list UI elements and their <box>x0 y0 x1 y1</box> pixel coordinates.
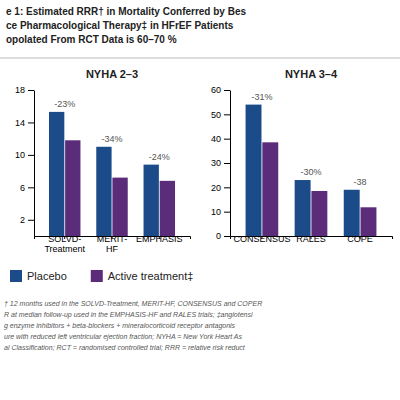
tick: RALES <box>296 234 326 244</box>
title: ce Pharmacological Therapy‡ in HFrEF Pat… <box>6 20 234 31</box>
tick-label: 50 <box>211 110 221 120</box>
tick-label: 2 <box>20 215 25 225</box>
tick: EMPHASIS <box>136 234 183 244</box>
title: e 1: Estimated RRR† in Mortality Conferr… <box>6 6 246 17</box>
tick: 14 <box>15 118 34 128</box>
legend-item: Placebo <box>10 270 67 282</box>
tick-label: 18 <box>15 85 25 95</box>
tick: 2 <box>20 215 34 225</box>
tick-mark <box>224 163 230 164</box>
y-axis: 0 10 20 30 40 50 60 <box>211 85 231 241</box>
tick-label: MERIT-HF <box>97 234 128 254</box>
tick-mark <box>224 236 230 237</box>
tick-label: COPE <box>347 234 373 244</box>
axis-line <box>230 91 231 237</box>
tick-label: 20 <box>211 183 221 193</box>
tick-label: 40 <box>211 134 221 144</box>
tick-mark <box>28 155 34 156</box>
bars <box>246 105 377 236</box>
tick: COPE <box>347 234 373 244</box>
tick: 6 <box>20 183 34 193</box>
bar <box>295 180 311 236</box>
tick: 60 <box>211 85 230 95</box>
legend-label: Placebo <box>27 270 67 282</box>
tick: 30 <box>211 158 230 168</box>
bar <box>160 181 175 236</box>
tick-mark <box>224 139 230 140</box>
tick-label: 6 <box>20 183 25 193</box>
tick: CONSENSUS <box>233 234 290 244</box>
tick: 10 <box>15 150 34 160</box>
tick-label: 30 <box>211 158 221 168</box>
tick: 20 <box>211 183 230 193</box>
bar <box>112 178 127 236</box>
panel: NYHA 2–3 -23% -34% -24% 2 6 10 14 18 SOLVD-Treatm… <box>15 68 191 254</box>
legend: Placebo Active treatment‡ <box>10 270 193 282</box>
tick-mark <box>28 90 34 91</box>
tick: 10 <box>211 207 230 217</box>
legend-swatch <box>91 270 103 282</box>
bar <box>65 140 80 236</box>
footnote: g enzyme inhibitors + beta-blockers + mi… <box>4 322 236 330</box>
tick-mark <box>224 187 230 188</box>
panel-title: NYHA 2–3 <box>86 68 138 80</box>
annotation: -34% <box>101 134 122 144</box>
separator <box>0 58 400 59</box>
tick-mark <box>224 114 230 115</box>
tick-label: EMPHASIS <box>136 234 183 244</box>
footnote: al Classification; RCT = randomised cont… <box>4 344 246 351</box>
tick-label: RALES <box>296 234 326 244</box>
annotation: -31% <box>251 92 272 102</box>
annotation: -38 <box>354 177 367 187</box>
tick: 18 <box>15 85 34 95</box>
tick: 0 <box>216 231 230 241</box>
tick-mark <box>28 122 34 123</box>
bars <box>49 112 175 236</box>
legend-swatch <box>10 270 22 282</box>
bar <box>96 147 111 236</box>
bar <box>344 190 360 236</box>
legend-item: Active treatment‡ <box>91 270 194 282</box>
tick-mark <box>224 90 230 91</box>
panel-title: NYHA 3–4 <box>285 68 338 80</box>
tick-label: 10 <box>15 150 25 160</box>
footnote: R at median follow-up used in the EMPHAS… <box>4 311 253 319</box>
annotation: -30% <box>300 167 321 177</box>
tick-mark <box>28 220 34 221</box>
tick-label: 60 <box>211 85 221 95</box>
title: opolated From RCT Data is 60–70 % <box>6 34 177 45</box>
tick-label: SOLVD-Treatment <box>44 234 85 254</box>
bar <box>144 165 159 236</box>
annotation: -24% <box>149 152 170 162</box>
tick: MERIT-HF <box>97 234 128 254</box>
tick: 50 <box>211 110 230 120</box>
footnote: † 12 months used in the SOLVD-Treatment,… <box>4 300 262 307</box>
tick-mark <box>28 187 34 188</box>
bar <box>246 105 262 236</box>
tick-mark <box>224 212 230 213</box>
bar <box>361 207 377 236</box>
bar <box>49 112 64 236</box>
tick-label: 0 <box>216 231 221 241</box>
chart-root: e 1: Estimated RRR† in Mortality Conferr… <box>0 0 400 400</box>
tick: SOLVD-Treatment <box>44 234 85 254</box>
x-axis: CONSENSUS RALES COPE <box>231 234 393 244</box>
tick: 40 <box>211 134 230 144</box>
tick-label: 14 <box>15 118 25 128</box>
x-axis: SOLVD-Treatment MERIT-HF EMPHASIS <box>35 234 191 254</box>
bar <box>262 142 278 236</box>
tick-label: CONSENSUS <box>233 234 290 244</box>
footnote: ure with reduced left ventricular ejecti… <box>4 333 243 341</box>
annotation: -23% <box>54 99 75 109</box>
panel: NYHA 3–4 -31% -30% -38 0 10 20 30 40 50 60 CONSENSU… <box>211 68 393 244</box>
legend-label: Active treatment‡ <box>108 270 194 282</box>
y-axis: 2 6 10 14 18 <box>15 85 35 236</box>
bar <box>311 191 327 236</box>
tick-label: 10 <box>211 207 221 217</box>
axis-line <box>34 91 35 237</box>
